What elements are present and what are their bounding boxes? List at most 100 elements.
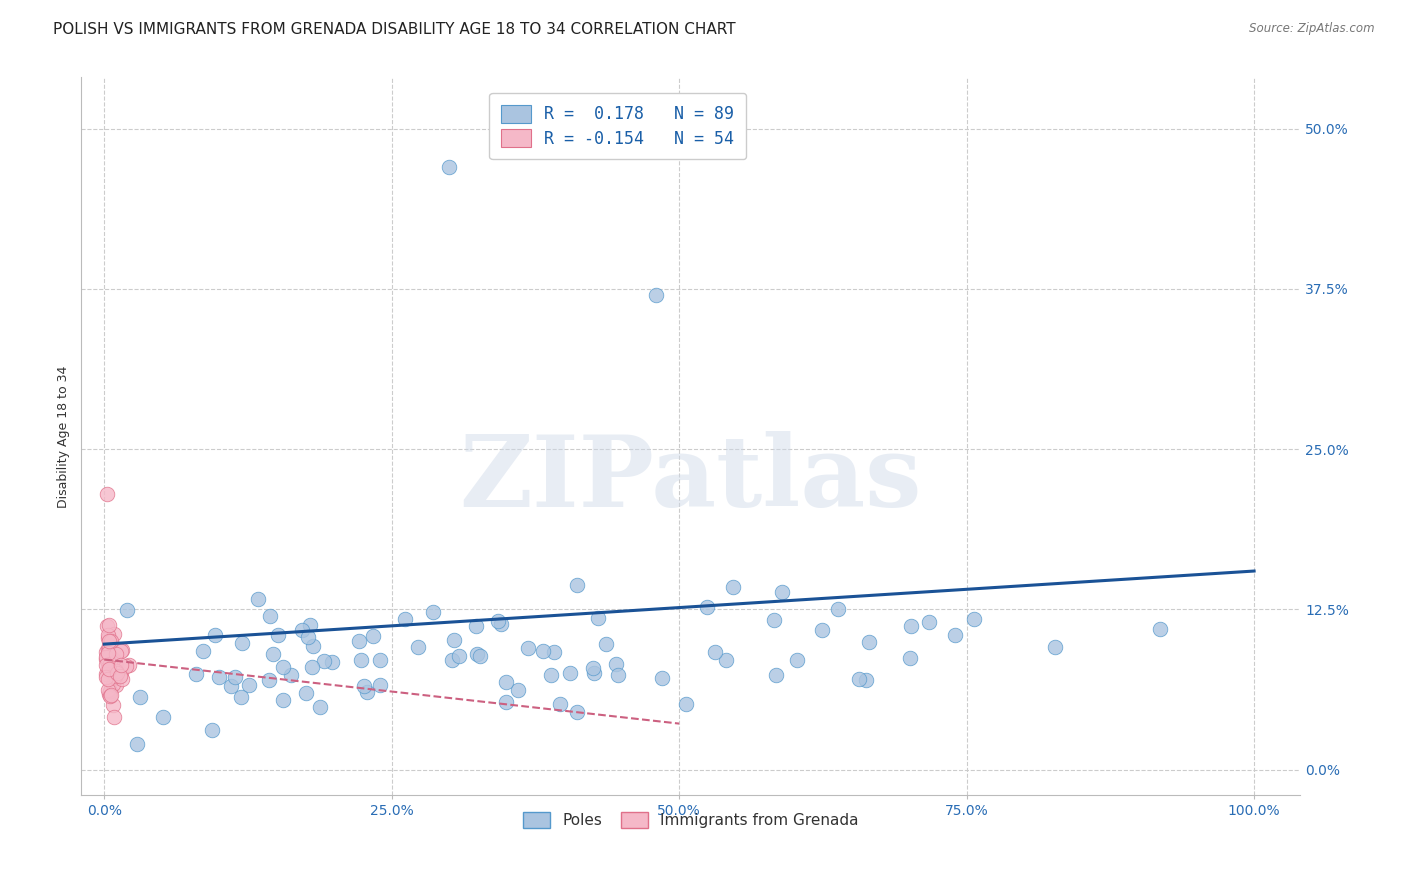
Point bbox=[103, 710, 125, 724]
Point bbox=[464, 619, 486, 633]
Point bbox=[219, 679, 242, 693]
Point bbox=[827, 601, 849, 615]
Point bbox=[98, 683, 121, 698]
Point bbox=[97, 641, 120, 656]
Point bbox=[858, 635, 880, 649]
Point bbox=[110, 657, 132, 672]
Point bbox=[117, 603, 139, 617]
Point bbox=[96, 652, 118, 666]
Point bbox=[567, 578, 589, 592]
Point bbox=[94, 658, 117, 673]
Point bbox=[224, 670, 246, 684]
Point bbox=[291, 623, 314, 637]
Point bbox=[582, 665, 605, 680]
Point bbox=[721, 581, 744, 595]
Point bbox=[101, 698, 124, 712]
Point bbox=[295, 686, 318, 700]
Point bbox=[100, 634, 122, 648]
Point bbox=[110, 644, 132, 658]
Point bbox=[100, 634, 122, 648]
Point bbox=[108, 669, 131, 683]
Point bbox=[104, 671, 127, 685]
Point bbox=[439, 160, 461, 174]
Point bbox=[98, 657, 121, 671]
Point bbox=[191, 644, 214, 658]
Point bbox=[704, 645, 727, 659]
Point bbox=[96, 653, 118, 667]
Point bbox=[152, 710, 174, 724]
Point bbox=[495, 695, 517, 709]
Point bbox=[105, 678, 128, 692]
Point bbox=[495, 675, 517, 690]
Point bbox=[848, 672, 870, 686]
Point bbox=[1043, 640, 1066, 655]
Point bbox=[105, 647, 128, 661]
Point bbox=[422, 606, 444, 620]
Point bbox=[259, 609, 281, 624]
Point bbox=[595, 637, 617, 651]
Point bbox=[97, 672, 120, 686]
Point bbox=[516, 640, 538, 655]
Point bbox=[467, 647, 489, 661]
Point bbox=[586, 611, 609, 625]
Point bbox=[231, 690, 253, 704]
Point bbox=[262, 648, 284, 662]
Point bbox=[770, 584, 793, 599]
Point bbox=[558, 665, 581, 680]
Point bbox=[582, 661, 605, 675]
Point bbox=[97, 632, 120, 646]
Point bbox=[308, 700, 330, 714]
Point bbox=[104, 658, 127, 673]
Point bbox=[1149, 623, 1171, 637]
Text: ZIPatlas: ZIPatlas bbox=[460, 431, 922, 528]
Point bbox=[302, 639, 325, 653]
Point bbox=[104, 655, 127, 669]
Point bbox=[97, 658, 120, 673]
Point bbox=[98, 648, 121, 663]
Point bbox=[97, 646, 120, 660]
Point bbox=[125, 737, 148, 751]
Point bbox=[963, 612, 986, 626]
Point bbox=[96, 618, 118, 632]
Point bbox=[103, 668, 125, 682]
Point bbox=[186, 666, 208, 681]
Point bbox=[651, 671, 673, 685]
Point bbox=[118, 658, 141, 673]
Y-axis label: Disability Age 18 to 34: Disability Age 18 to 34 bbox=[58, 365, 70, 508]
Point bbox=[363, 629, 385, 643]
Point bbox=[605, 657, 627, 672]
Point bbox=[271, 692, 294, 706]
Point bbox=[607, 667, 630, 681]
Point bbox=[208, 670, 231, 684]
Point bbox=[441, 653, 464, 667]
Point bbox=[370, 678, 392, 692]
Point bbox=[267, 628, 290, 642]
Point bbox=[314, 654, 336, 668]
Point bbox=[945, 628, 967, 642]
Point bbox=[101, 663, 124, 677]
Point bbox=[101, 655, 124, 669]
Point bbox=[449, 649, 471, 664]
Point bbox=[301, 660, 323, 674]
Point bbox=[271, 659, 294, 673]
Point bbox=[645, 288, 668, 302]
Point bbox=[96, 644, 118, 658]
Point bbox=[543, 645, 565, 659]
Point bbox=[765, 668, 787, 682]
Point bbox=[918, 615, 941, 629]
Point bbox=[900, 619, 922, 633]
Point bbox=[128, 690, 150, 705]
Point bbox=[103, 626, 125, 640]
Point bbox=[675, 697, 697, 711]
Point bbox=[100, 652, 122, 666]
Point bbox=[201, 723, 224, 738]
Point bbox=[104, 664, 127, 678]
Text: Source: ZipAtlas.com: Source: ZipAtlas.com bbox=[1250, 22, 1375, 36]
Point bbox=[762, 613, 785, 627]
Point bbox=[101, 652, 124, 666]
Point bbox=[94, 670, 117, 684]
Point bbox=[97, 628, 120, 642]
Point bbox=[565, 706, 588, 720]
Point bbox=[540, 668, 562, 682]
Legend: Poles, Immigrants from Grenada: Poles, Immigrants from Grenada bbox=[516, 805, 865, 834]
